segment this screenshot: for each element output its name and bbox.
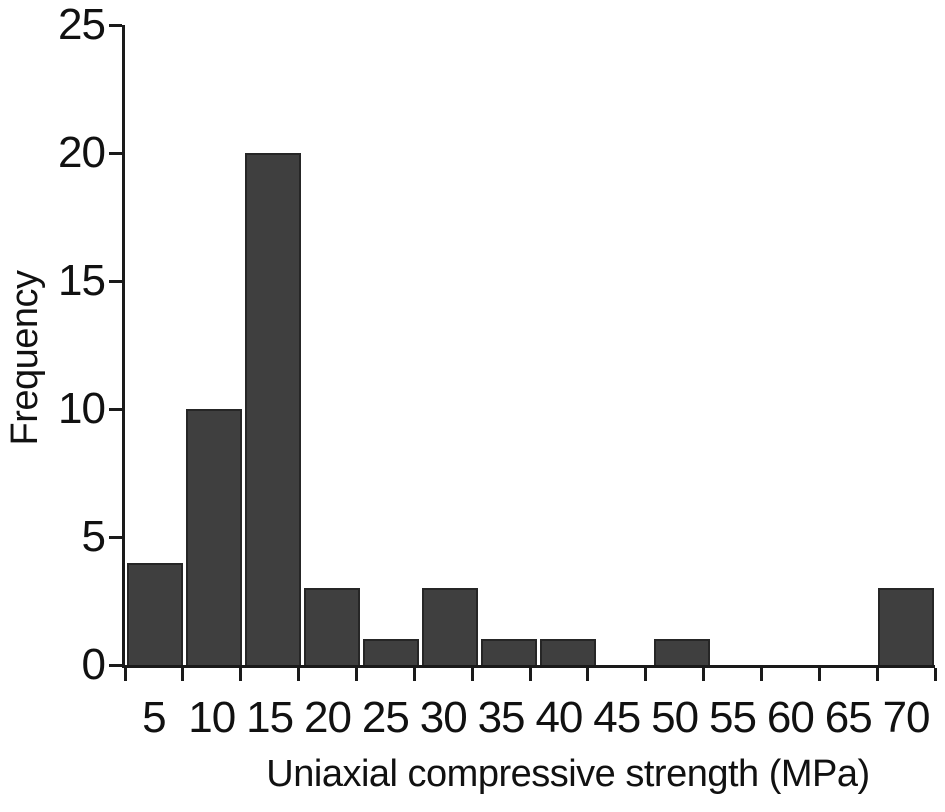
bar-25 <box>362 639 419 665</box>
x-tick-label-70: 70 <box>882 693 931 742</box>
y-tick-15 <box>109 279 122 283</box>
x-tick-2 <box>239 668 243 681</box>
x-tick-label-5: 5 <box>142 693 166 742</box>
y-tick-10 <box>109 407 122 411</box>
bar-20 <box>303 588 360 665</box>
x-tick-0 <box>123 668 127 681</box>
x-tick-10 <box>702 668 706 681</box>
x-tick-6 <box>470 668 474 681</box>
x-tick-label-15: 15 <box>246 693 294 742</box>
bar-50 <box>653 639 710 665</box>
bar-5 <box>126 562 183 665</box>
y-tick-label-25: 25 <box>58 0 106 49</box>
x-tick-label-45: 45 <box>593 693 641 742</box>
x-tick-5 <box>412 668 416 681</box>
x-tick-label-40: 40 <box>535 693 583 742</box>
x-tick-label-25: 25 <box>361 693 410 742</box>
x-tick-label-55: 55 <box>709 693 757 742</box>
y-tick-5 <box>109 535 122 539</box>
x-tick-8 <box>586 668 590 681</box>
y-tick-20 <box>109 151 122 155</box>
y-tick-label-10: 10 <box>58 384 106 433</box>
x-tick-label-20: 20 <box>304 693 352 742</box>
y-tick-label-20: 20 <box>58 128 106 177</box>
x-tick-label-50: 50 <box>651 693 699 742</box>
x-tick-12 <box>817 668 821 681</box>
bar-35 <box>480 639 537 665</box>
y-tick-0 <box>109 663 122 667</box>
x-tick-1 <box>181 668 185 681</box>
x-tick-label-65: 65 <box>824 693 873 742</box>
bar-10 <box>185 409 242 665</box>
x-tick-label-30: 30 <box>419 693 468 742</box>
x-tick-7 <box>528 668 532 681</box>
x-tick-3 <box>297 668 301 681</box>
bar-70 <box>877 588 934 665</box>
bar-15 <box>244 153 301 665</box>
y-tick-label-0: 0 <box>81 640 106 689</box>
x-axis-title: Uniaxial compressive strength (MPa) <box>266 753 870 795</box>
y-tick-label-15: 15 <box>58 256 106 305</box>
plot-area <box>122 25 935 668</box>
x-tick-9 <box>644 668 648 681</box>
y-tick-label-5: 5 <box>81 512 106 561</box>
x-tick-11 <box>759 668 763 681</box>
x-tick-13 <box>875 668 879 681</box>
x-tick-4 <box>354 668 358 681</box>
bars-container <box>125 25 935 665</box>
x-tick-label-35: 35 <box>477 693 526 742</box>
x-tick-label-60: 60 <box>766 693 815 742</box>
x-tick-14 <box>933 668 937 681</box>
bar-40 <box>539 639 596 665</box>
x-tick-label-10: 10 <box>188 693 236 742</box>
bar-30 <box>421 588 478 665</box>
y-tick-25 <box>109 23 122 27</box>
